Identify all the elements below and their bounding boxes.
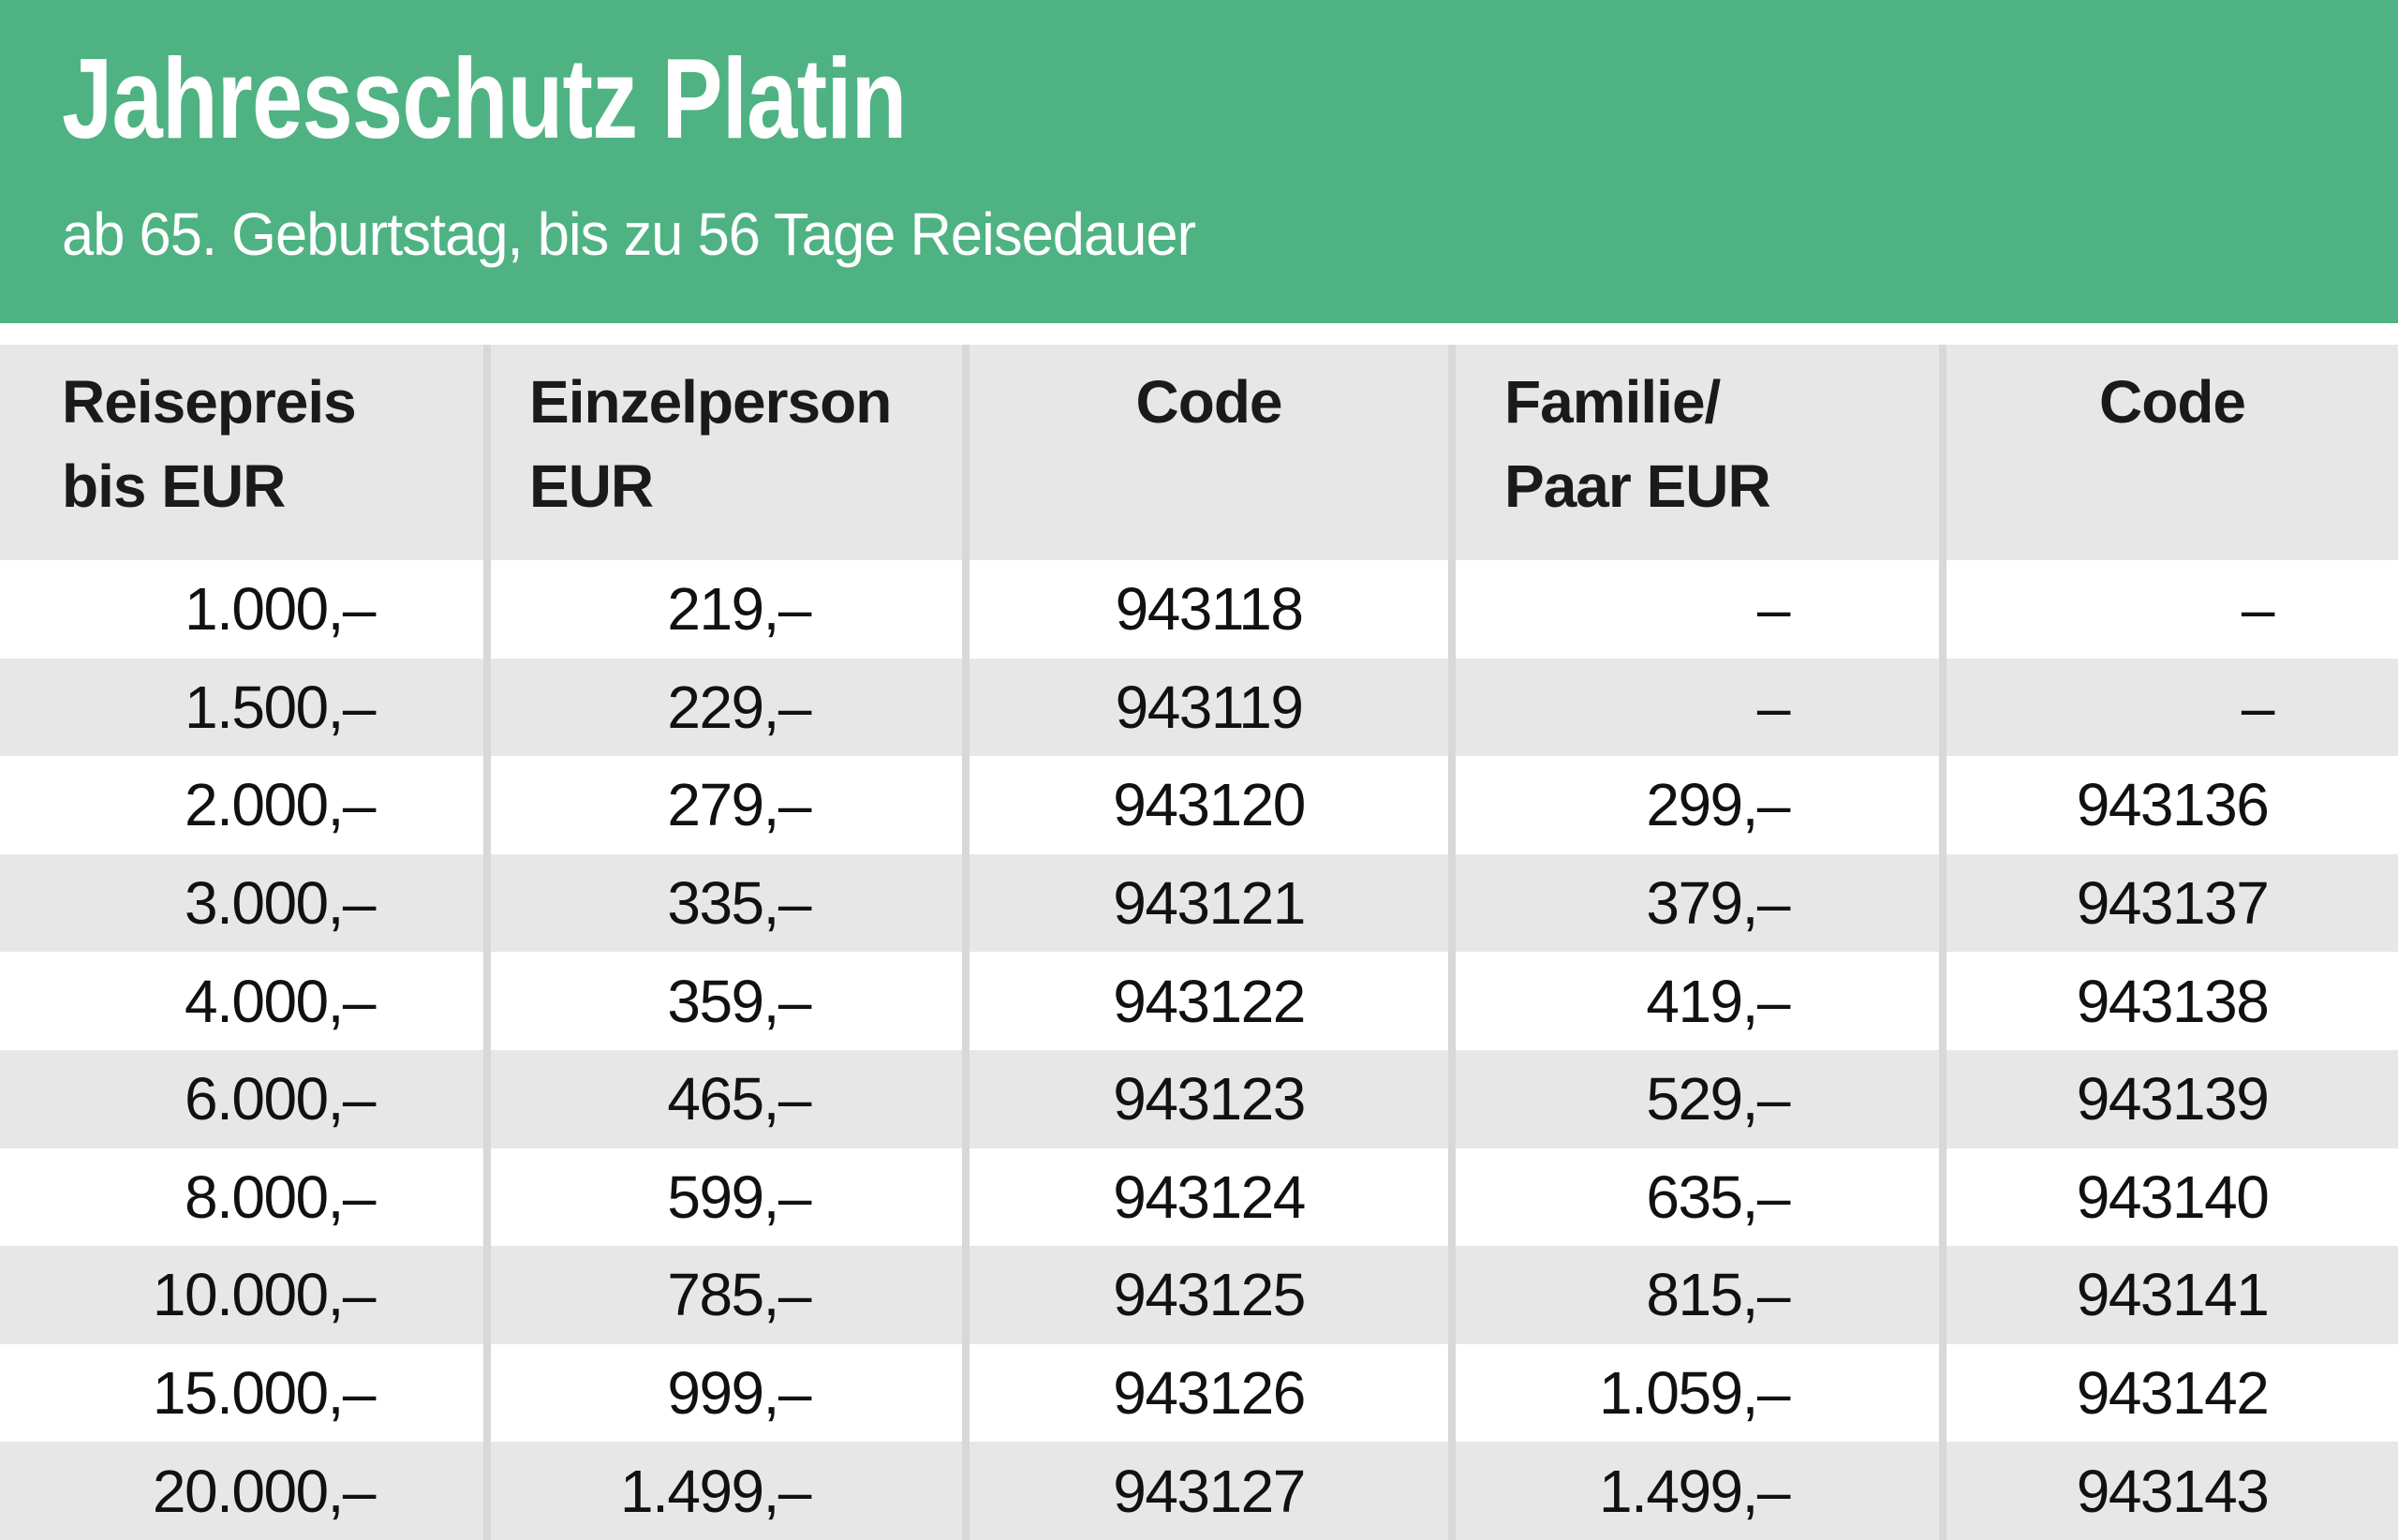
page-subtitle: ab 65. Geburtstag, bis zu 56 Tage Reised… [62,200,1196,268]
table-cell: 279,– [483,756,962,854]
table-cell: 943118 [962,560,1448,659]
column-header-line: Code [2099,368,2246,436]
table-cell: 943127 [962,1442,1448,1540]
table-cell: 943136 [1939,756,2398,854]
table-cell: 229,– [483,658,962,757]
table-cell: 999,– [483,1343,962,1443]
table-cell: – [1448,658,1939,757]
table-cell: 335,– [483,853,962,953]
table-row: 6.000,– 465,– 943123 529,– 943139 [0,1049,2398,1148]
table-row: 2.000,– 279,– 943120 299,– 943136 [0,756,2398,854]
table-cell: 943120 [962,756,1448,854]
table-cell: 359,– [483,952,962,1050]
column-header-line: EUR [529,452,654,520]
table-cell: 943142 [1939,1343,2398,1443]
table-cell: 8.000,– [184,1162,377,1231]
table-cell: – [1939,658,2398,757]
table-cell: 379,– [1448,853,1939,953]
column-header-line: Familie/ [1504,368,1721,436]
column-header: Code [962,345,1448,560]
table-cell: 419,– [1448,952,1939,1050]
column-header-line: Paar EUR [1504,452,1771,520]
table-cell: 943125 [962,1246,1448,1344]
table-cell: 465,– [483,1049,962,1148]
table-body: 1.000,– 219,– 943118– –1.500,– 229,– 943119– –… [0,560,2398,1540]
table-cell: – [1939,560,2398,659]
table-cell: 6.000,– [184,1065,377,1133]
table-cell: 635,– [1448,1148,1939,1247]
table-cell: 10.000,– [152,1261,377,1329]
table-cell: 1.059,– [1448,1343,1939,1443]
column-header: Einzelperson EUR [483,345,962,560]
table-cell: 3.000,– [184,869,377,938]
column-header: Code [1939,345,2398,560]
price-table: Reisepreis bis EUR Einzelperson EUR Code Fami… [0,345,2398,1540]
column-header-line: Code [1135,368,1283,436]
table-cell: 1.499,– [1448,1442,1939,1540]
table-cell: 943137 [1939,853,2398,953]
table-cell: 943139 [1939,1049,2398,1148]
table-cell: 943140 [1939,1148,2398,1247]
table-cell: 1.499,– [483,1442,962,1540]
table-cell: 20.000,– [152,1457,377,1525]
table-row: 4.000,– 359,– 943122 419,– 943138 [0,952,2398,1050]
table-row: 10.000,– 785,– 943125 815,– 943141 [0,1246,2398,1344]
table-cell: 943124 [962,1148,1448,1247]
page-title: Jahresschutz Platin [62,35,907,162]
table-row: 8.000,– 599,– 943124 635,– 943140 [0,1148,2398,1247]
table-cell: 1.500,– [184,673,377,741]
table-cell: 599,– [483,1148,962,1247]
table-cell: 943141 [1939,1246,2398,1344]
table-cell: 943123 [962,1049,1448,1148]
table-cell: 299,– [1448,756,1939,854]
table-row: 15.000,– 999,– 943126 1.059,– 943142 [0,1343,2398,1443]
table-cell: 943143 [1939,1442,2398,1540]
table-cell: 4.000,– [184,967,377,1035]
table-row: 1.000,– 219,– 943118– – [0,560,2398,659]
table-cell: 943126 [962,1343,1448,1443]
table-cell: 943121 [962,853,1448,953]
table-row: 3.000,– 335,– 943121 379,– 943137 [0,853,2398,953]
column-header: Reisepreis bis EUR [0,345,483,560]
table-header-row: Reisepreis bis EUR Einzelperson EUR Code Fami… [0,345,2398,560]
table-row: 20.000,– 1.499,– 943127 1.499,– 943143 [0,1442,2398,1540]
table-cell: 1.000,– [184,575,377,644]
table-cell: 785,– [483,1246,962,1344]
table-cell: 219,– [483,560,962,659]
table-cell: – [1448,560,1939,659]
table-cell: 943138 [1939,952,2398,1050]
table-cell: 815,– [1448,1246,1939,1344]
column-header-line: bis EUR [62,452,286,520]
table-row: 1.500,– 229,– 943119– – [0,658,2398,757]
table-cell: 529,– [1448,1049,1939,1148]
column-header: Familie/Paar EUR [1448,345,1939,560]
column-header-line: Reisepreis [62,368,357,436]
table-cell: 15.000,– [152,1359,377,1428]
column-header-line: Einzelperson [529,368,892,436]
table-cell: 943119 [962,658,1448,757]
header-banner: Jahresschutz Platin ab 65. Geburtstag, b… [0,0,2398,323]
table-cell: 2.000,– [184,771,377,839]
table-cell: 943122 [962,952,1448,1050]
